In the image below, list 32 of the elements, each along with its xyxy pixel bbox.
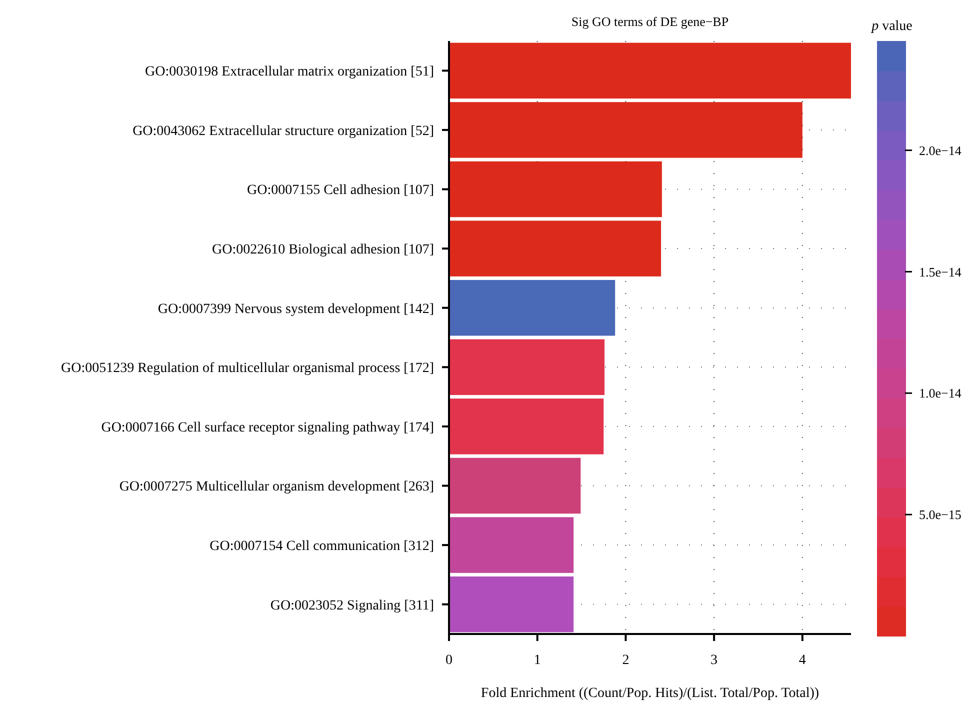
y-tick-label: GO:0007166 Cell surface receptor signaling pathway [174]: [101, 420, 434, 436]
bar: [449, 42, 851, 99]
x-tick-label: 1: [534, 653, 541, 668]
x-tick-label: 4: [798, 653, 806, 668]
y-tick-label: GO:0051239 Regulation of multicellular organismal process [172]: [60, 361, 434, 376]
bar: [449, 280, 616, 336]
bar: [449, 576, 574, 632]
y-tick-label: GO:0007275 Multicellular organism development [263]: [119, 480, 434, 495]
color-bar-title: p value: [870, 19, 912, 34]
x-axis-title: Fold Enrichment ((Count/Pop. Hits)/(List. Total/Pop. Total)): [480, 686, 820, 701]
x-tick-label: 3: [710, 653, 718, 668]
y-tick-label: GO:0022610 Biological adhesion [107]: [212, 242, 434, 258]
y-tick-label: GO:0043062 Extracellular structure organization [52]: [132, 124, 434, 139]
x-tick-label: 2: [622, 653, 630, 668]
chart-title: Sig GO terms of DE gene−BP: [571, 14, 729, 29]
y-tick-label: GO:0030198 Extracellular matrix organization [51]: [145, 64, 434, 80]
bar: [449, 220, 662, 276]
y-tick-label: GO:0007155 Cell adhesion [107]: [246, 183, 434, 198]
color-bar-label: 5.0e−15: [919, 507, 962, 522]
y-tick-label: GO:0007399 Nervous system development [142]: [158, 302, 434, 317]
bar: [449, 458, 581, 514]
y-tick-label: GO:0007154 Cell communication [312]: [210, 538, 434, 554]
bar: [449, 161, 662, 218]
color-bar-label: 1.5e−14: [919, 264, 962, 280]
bar: [449, 339, 604, 396]
bar: [449, 398, 604, 454]
y-tick-label: GO:0023052 Signaling [311]: [270, 598, 434, 614]
bar: [449, 102, 802, 158]
x-tick-label: 0: [446, 653, 452, 668]
color-bar-label: 2.0e−14: [919, 142, 962, 158]
bar: [449, 517, 574, 573]
color-bar-label: 1.0e−14: [919, 386, 962, 401]
